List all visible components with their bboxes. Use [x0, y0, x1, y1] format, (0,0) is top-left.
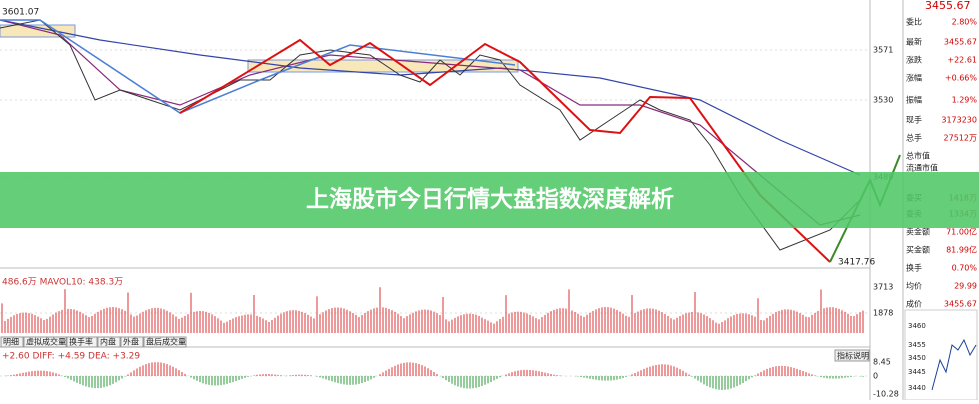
high-label: 3601.07 — [2, 8, 39, 18]
quote-value: 3455.67 — [944, 38, 977, 47]
tab[interactable] — [23, 336, 67, 348]
ma-line — [0, 19, 861, 176]
axis-label: 3713 — [873, 283, 893, 292]
macd-header: +2.60 DIFF: +4.59 DEA: +3.29 — [2, 352, 140, 362]
tab[interactable] — [143, 336, 187, 348]
button-label[interactable]: 指标说明 — [837, 351, 869, 361]
quote-label: 流通市值 — [906, 163, 938, 173]
quote-label: 卖金额 — [906, 227, 930, 237]
quote-value: +0.66% — [945, 74, 978, 83]
quote-label: 振幅 — [906, 95, 922, 105]
quote-label: 买金额 — [906, 245, 930, 255]
quote-value: 29.99 — [954, 282, 977, 291]
low-label: 3417.76 — [838, 258, 875, 268]
axis-label: 1878 — [873, 309, 893, 318]
quote-label: 换手 — [906, 263, 922, 273]
mini-axis-label: 3450 — [908, 354, 926, 362]
axis-label: 8.45 — [873, 358, 891, 367]
quote-value: 2.80% — [952, 18, 978, 27]
mini-label: 成价 — [906, 299, 922, 309]
macd-bars — [1, 362, 864, 390]
mini-axis-label: 3440 — [908, 384, 926, 392]
button[interactable] — [834, 349, 870, 362]
mini-axis-label: 3455 — [908, 341, 926, 349]
quote-label: 委比 — [906, 17, 922, 27]
quote-label: 均价 — [906, 281, 922, 291]
tab[interactable] — [66, 336, 98, 348]
quote-value: 71.00亿 — [946, 227, 977, 237]
tab-label[interactable]: 内盘 — [100, 337, 116, 347]
quote-label: 最新 — [906, 37, 922, 47]
quote-value: 27512万 — [944, 134, 977, 143]
tab-label[interactable]: 虚拟成交量 — [26, 337, 66, 347]
price-line — [0, 19, 861, 251]
mini-line — [931, 338, 977, 391]
quote-value: +22.61 — [947, 56, 977, 65]
tab-label[interactable]: 外盘 — [123, 337, 139, 347]
quote-value: 3173230 — [941, 116, 977, 125]
banner — [0, 172, 979, 228]
axis-label: 3571 — [873, 46, 893, 55]
quote-value: 1.29% — [952, 96, 978, 105]
quote-label: 总手 — [906, 133, 922, 143]
quote-label: 涨跌 — [906, 55, 922, 65]
mini-value: 3455.67 — [944, 300, 977, 309]
volume-bars — [1, 287, 864, 333]
mini-axis-label: 3445 — [908, 368, 926, 376]
mini-axis-label: 3460 — [908, 322, 926, 330]
quote-label: 现手 — [906, 115, 922, 125]
quote-label: 涨幅 — [906, 73, 922, 83]
mini-chart — [904, 309, 978, 401]
quote-price: 3455.67 — [925, 0, 971, 12]
axis-label: 3530 — [873, 96, 893, 105]
quote-value: 81.99亿 — [946, 245, 977, 255]
ma-line — [0, 19, 861, 226]
quote-label: 总市值 — [906, 151, 930, 161]
trend-line — [179, 38, 831, 263]
axis-label: 0 — [873, 372, 878, 381]
tab[interactable] — [97, 336, 121, 348]
tab[interactable] — [0, 336, 24, 348]
tab[interactable] — [120, 336, 144, 348]
tab-label[interactable]: 换手率 — [69, 337, 93, 347]
tab-label[interactable]: 明细 — [3, 337, 19, 347]
quote-value: 0.70% — [952, 264, 978, 273]
banner-title: 上海股市今日行情大盘指数深度解析 — [306, 186, 674, 213]
axis-label: -10.28 — [873, 390, 899, 399]
volume-header: 486.6万 MAVOL10: 438.3万 — [2, 278, 123, 288]
tab-label[interactable]: 盘后成交量 — [146, 337, 186, 347]
